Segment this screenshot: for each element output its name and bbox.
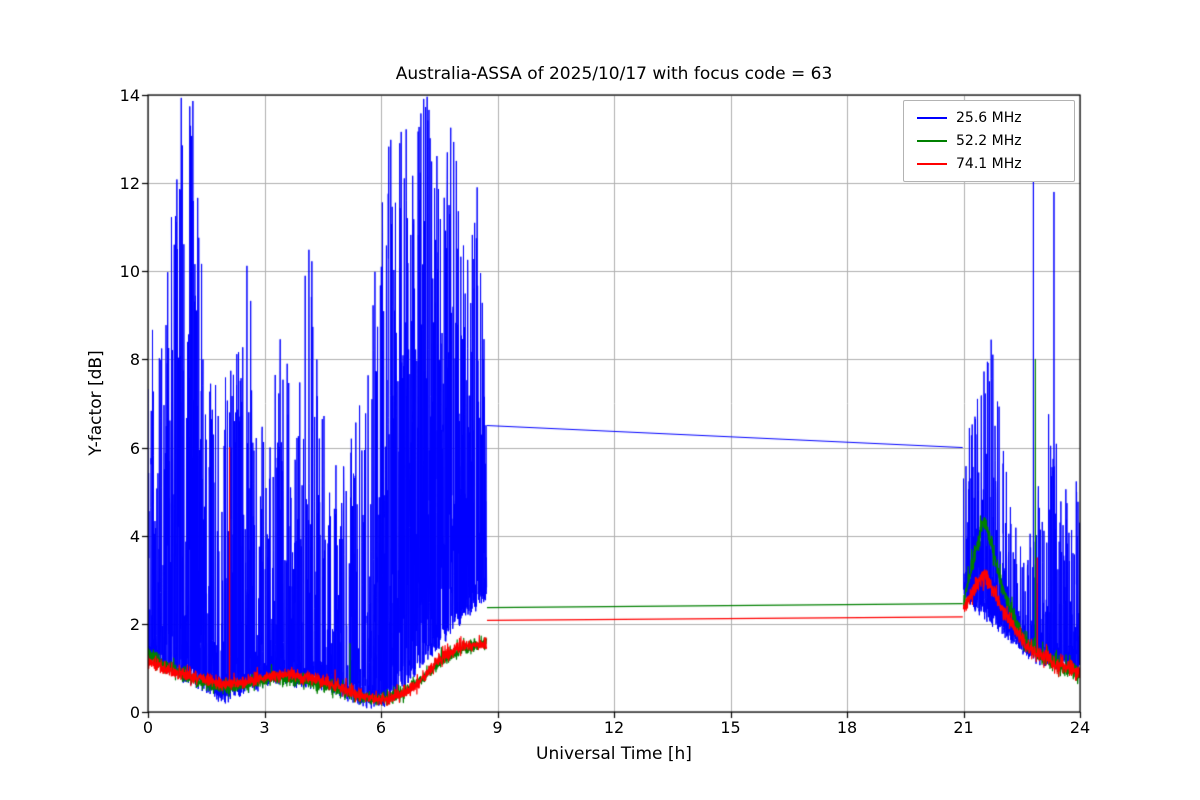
legend-item: 25.6 MHz	[914, 110, 1064, 126]
legend-label: 52.2 MHz	[956, 133, 1022, 149]
x-tick-label: 12	[603, 718, 625, 737]
y-tick-label: 0	[129, 703, 140, 722]
legend-label: 25.6 MHz	[956, 110, 1022, 126]
chart-title: Australia-ASSA of 2025/10/17 with focus …	[395, 64, 833, 84]
y-tick-label: 2	[129, 614, 140, 634]
x-tick-label: 15	[720, 718, 741, 737]
legend: 25.6 MHz 52.2 MHz 74.1 MHz	[903, 100, 1075, 182]
x-tick-label: 18	[836, 718, 858, 737]
y-axis-label-text: Y-factor [dB]	[86, 350, 106, 456]
legend-item: 74.1 MHz	[914, 156, 1064, 172]
y-tick-label: 12	[119, 174, 140, 194]
y-tick-label: 10	[119, 262, 140, 282]
legend-item: 52.2 MHz	[914, 133, 1064, 149]
legend-label: 74.1 MHz	[956, 156, 1022, 172]
x-tick-label: 9	[492, 718, 503, 737]
x-axis-label: Universal Time [h]	[536, 744, 692, 764]
y-tick-label: 6	[129, 438, 140, 458]
x-tick-label: 6	[375, 718, 387, 737]
x-tick-label: 3	[259, 718, 270, 737]
y-tick-label: 4	[129, 526, 140, 546]
legend-line-swatch	[917, 140, 947, 142]
x-tick-label: 0	[142, 718, 154, 737]
x-tick-label: 24	[1069, 718, 1091, 737]
x-tick-label: 21	[953, 718, 974, 737]
legend-line-swatch	[917, 117, 947, 119]
legend-line-swatch	[917, 163, 947, 165]
y-tick-label: 14	[119, 86, 140, 105]
y-tick-label: 8	[129, 350, 140, 370]
